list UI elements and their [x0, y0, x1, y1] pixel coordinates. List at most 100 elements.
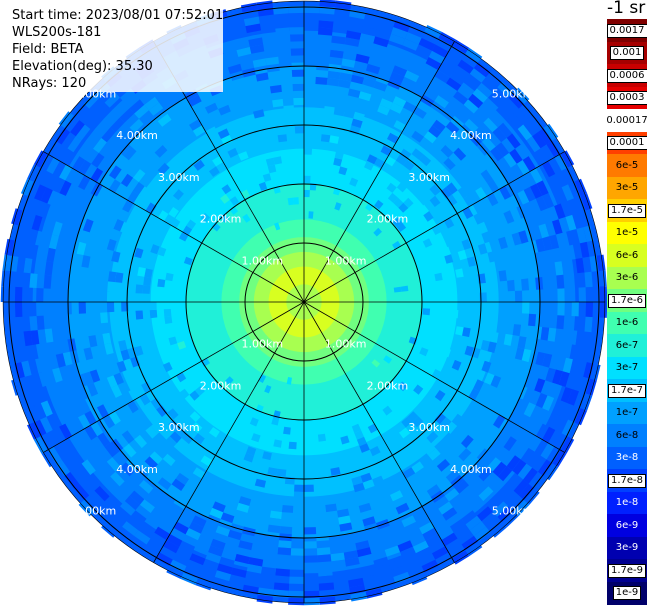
ppi-cell — [409, 112, 423, 125]
ppi-cell — [356, 436, 367, 447]
ppi-cell — [134, 385, 146, 397]
ppi-cell — [395, 502, 410, 515]
ppi-cell — [492, 461, 507, 477]
ppi-cell — [154, 526, 171, 541]
ppi-cell — [477, 221, 488, 234]
ppi-cell — [513, 87, 530, 104]
ppi-cell — [265, 56, 279, 66]
ppi-cell — [379, 98, 393, 109]
ppi-cell — [469, 68, 486, 83]
ppi-cell — [217, 128, 230, 139]
ppi-cell — [134, 530, 151, 545]
ppi-cell — [558, 371, 570, 387]
ppi-cell — [402, 38, 419, 51]
ppi-cell — [156, 364, 167, 376]
ppi-cell — [186, 559, 203, 572]
ppi-cell — [273, 156, 282, 165]
ppi-cell — [67, 390, 79, 406]
ppi-cell — [156, 405, 168, 418]
ppi-cell — [453, 91, 469, 105]
ppi-cell — [512, 459, 527, 475]
colorbar-tick-label: 6e-9 — [615, 519, 639, 531]
ppi-cell — [472, 88, 488, 103]
range-label: 4.00km — [450, 129, 492, 142]
ppi-cell — [235, 144, 247, 155]
ppi-cell — [256, 419, 265, 429]
colorbar-swatch: 0.00017 — [606, 109, 647, 132]
ppi-cell — [127, 190, 139, 204]
ppi-cell — [40, 187, 53, 204]
ppi-cell — [249, 44, 265, 54]
ppi-cell — [490, 146, 504, 162]
ppi-cell — [304, 597, 320, 606]
ppi-cell — [537, 459, 553, 477]
ppi-cell — [38, 371, 50, 387]
ppi-cell — [144, 268, 153, 278]
ppi-cell — [251, 433, 261, 443]
ppi-cell — [535, 238, 546, 253]
ppi-cell — [289, 27, 304, 35]
ppi-cell — [135, 310, 144, 320]
ppi-cell — [148, 121, 163, 135]
ppi-cell — [599, 286, 608, 302]
ppi-cell — [461, 53, 479, 69]
ppi-cell — [286, 377, 292, 385]
ppi-cell — [200, 212, 211, 223]
ppi-cell — [349, 9, 366, 20]
ppi-cell — [127, 347, 137, 359]
ppi-cell — [141, 249, 151, 261]
ppi-cell — [223, 50, 239, 61]
ppi-cell — [149, 302, 157, 311]
ppi-cell — [464, 471, 479, 486]
ppi-cell — [371, 359, 381, 368]
ppi-cell — [167, 397, 179, 409]
ppi-cell — [423, 211, 434, 222]
ppi-cell — [29, 273, 38, 288]
ppi-cell — [571, 302, 579, 317]
ppi-cell — [423, 443, 436, 456]
ppi-cell — [473, 62, 491, 78]
ppi-cell — [477, 506, 493, 522]
ppi-cell — [55, 127, 71, 145]
ppi-cell — [162, 424, 175, 437]
ppi-cell — [113, 372, 124, 385]
ppi-cell — [259, 573, 276, 583]
ppi-cell — [473, 526, 491, 542]
ppi-cell — [473, 254, 483, 266]
ppi-cell — [452, 39, 470, 54]
range-label: 3.00km — [408, 421, 450, 434]
ppi-cell — [304, 541, 317, 549]
ppi-cell — [174, 426, 187, 438]
ppi-cell — [464, 118, 479, 133]
ppi-cell — [144, 190, 156, 203]
ppi-cell — [246, 564, 263, 574]
ppi-cell — [542, 353, 553, 368]
ppi-cell — [115, 272, 124, 283]
ppi-cell — [166, 534, 183, 547]
ppi-cell — [345, 30, 362, 40]
ppi-cell — [271, 215, 279, 224]
ppi-cell — [176, 547, 193, 560]
ppi-cell — [508, 92, 525, 109]
ppi-cell — [434, 390, 446, 402]
ppi-cell — [452, 550, 470, 565]
ppi-cell — [48, 234, 59, 250]
ppi-cell — [194, 385, 205, 396]
ppi-cell — [454, 461, 469, 475]
ppi-cell — [72, 402, 85, 418]
ppi-cell — [348, 577, 365, 588]
ppi-cell — [122, 521, 139, 536]
ppi-cell — [191, 422, 203, 434]
ppi-cell — [543, 463, 559, 481]
ppi-cell — [186, 219, 197, 230]
ppi-cell — [167, 184, 179, 196]
ppi-cell — [133, 194, 145, 207]
ppi-cell — [529, 390, 541, 406]
ppi-cell — [277, 134, 288, 143]
ppi-cell — [441, 246, 451, 257]
ppi-cell — [87, 133, 102, 149]
ppi-cell — [158, 324, 167, 333]
ppi-cell — [487, 341, 497, 353]
ppi-cell — [341, 197, 350, 207]
ppi-cell — [31, 373, 43, 390]
